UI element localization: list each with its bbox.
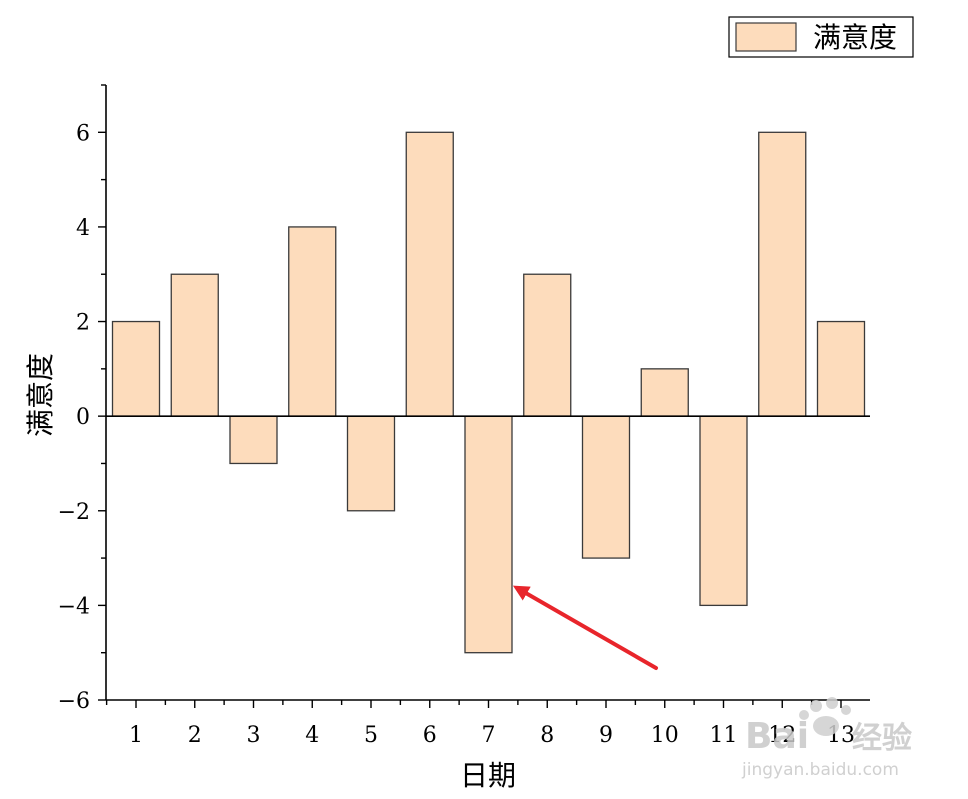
y-tick-label: 4 [76, 216, 90, 241]
bar-13 [816, 320, 866, 417]
bar-4 [288, 226, 337, 417]
x-tick-label: 2 [188, 723, 202, 748]
x-tick-label: 1 [129, 723, 143, 748]
bar-7 [464, 415, 513, 654]
y-tick-label: 2 [76, 311, 90, 336]
annotation-arrow [512, 585, 658, 670]
y-tick-labels: −6 −4 −2 0 2 4 6 [58, 121, 90, 714]
bars-group [111, 131, 866, 654]
x-tick-labels: 1 2 3 4 5 6 7 8 9 10 11 12 13 [129, 723, 855, 748]
y-tick-label: −2 [58, 500, 90, 525]
legend-label: 满意度 [813, 21, 897, 54]
y-tick-label: 6 [76, 121, 90, 146]
x-tick-label: 9 [599, 723, 613, 748]
legend: 满意度 [728, 16, 914, 58]
bar-1 [111, 320, 161, 417]
y-tick-label: 0 [76, 405, 90, 430]
x-tick-label: 10 [651, 723, 679, 748]
x-tick-label: 6 [423, 723, 437, 748]
x-axis-title: 日期 [460, 759, 516, 792]
bar-11 [699, 415, 748, 607]
watermark-url: jingyan.baidu.com [741, 760, 899, 780]
bar-8 [523, 273, 572, 417]
bar-10 [640, 368, 689, 417]
bar-6 [405, 131, 454, 417]
x-tick-label: 3 [247, 723, 261, 748]
bar-9 [581, 415, 631, 559]
x-tick-label: 7 [482, 723, 496, 748]
paw-logo-icon [799, 697, 851, 736]
watermark-brand: Bai [745, 716, 809, 757]
axes-group [98, 84, 870, 708]
x-tick-label: 12 [768, 723, 796, 748]
x-tick-label: 5 [364, 723, 378, 748]
watermark: Bai 经验 jingyan.baidu.com [741, 697, 912, 780]
y-tick-label: −4 [58, 594, 90, 619]
x-tick-label: 8 [540, 723, 554, 748]
y-tick-label: −6 [58, 689, 90, 714]
bar-5 [346, 415, 396, 512]
x-tick-label: 11 [710, 723, 738, 748]
bar-2 [170, 273, 219, 417]
bar-12 [758, 131, 807, 417]
bar-3 [229, 415, 278, 465]
legend-swatch [735, 22, 797, 52]
watermark-brand-suffix: 经验 [852, 721, 912, 756]
x-tick-label: 4 [305, 723, 319, 748]
y-axis-title: 满意度 [24, 353, 57, 437]
